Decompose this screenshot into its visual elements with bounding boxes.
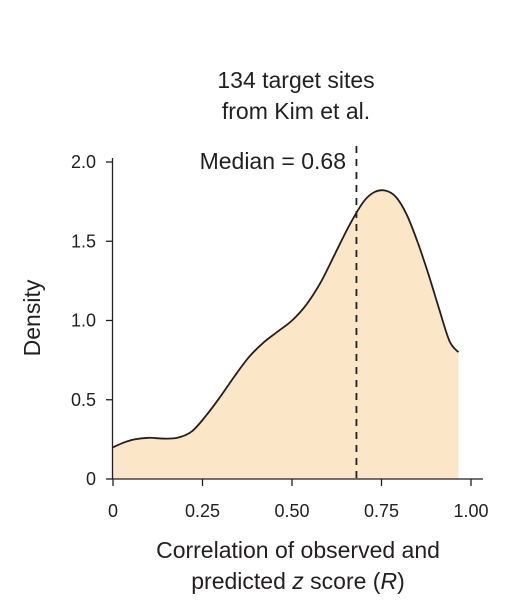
x-tick-label: 0.25 bbox=[185, 501, 220, 521]
chart-title-line: from Kim et al. bbox=[222, 98, 370, 124]
x-tick-label: 1.00 bbox=[453, 501, 488, 521]
y-axis-title: Density bbox=[19, 279, 45, 356]
y-tick-label: 0 bbox=[86, 469, 96, 489]
x-tick-label: 0.50 bbox=[274, 501, 309, 521]
x-tick-label: 0.75 bbox=[364, 501, 399, 521]
y-tick-label: 1.0 bbox=[71, 311, 96, 331]
chart-title-line: 134 target sites bbox=[217, 67, 374, 93]
x-tick-label: 0 bbox=[108, 501, 118, 521]
x-axis-title-line: Correlation of observed and bbox=[156, 537, 440, 563]
density-curve bbox=[112, 189, 460, 449]
x-axis-title-line: predicted z score (R) bbox=[191, 568, 405, 594]
median-label: Median = 0.68 bbox=[200, 148, 346, 174]
y-tick-label: 1.5 bbox=[71, 231, 96, 251]
y-tick-label: 0.5 bbox=[71, 390, 96, 410]
density-area-fill bbox=[113, 190, 459, 479]
y-tick-label: 2.0 bbox=[71, 152, 96, 172]
